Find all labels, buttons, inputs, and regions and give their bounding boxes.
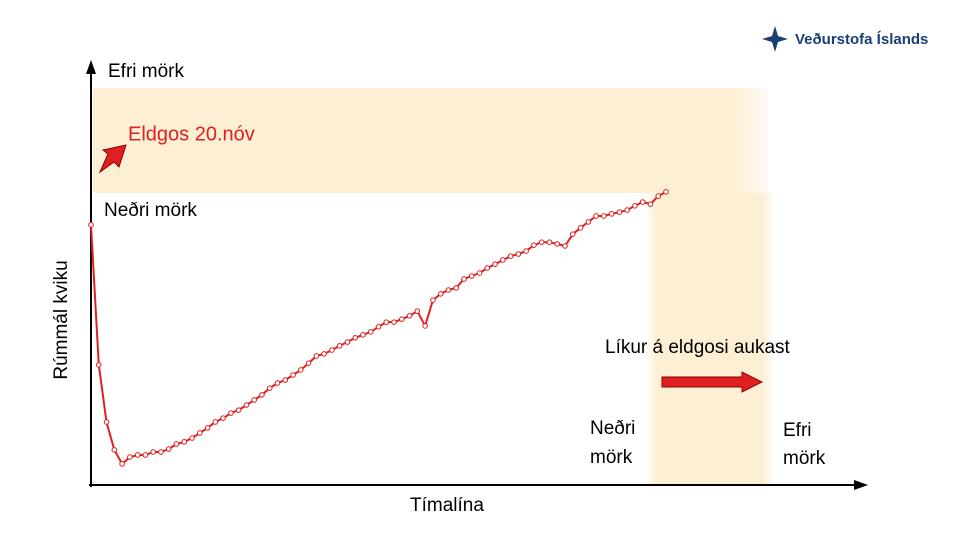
data-point bbox=[624, 207, 630, 213]
data-point bbox=[235, 407, 242, 413]
data-point bbox=[305, 360, 312, 366]
data-point bbox=[538, 239, 545, 245]
data-point bbox=[344, 339, 351, 345]
data-point bbox=[111, 447, 118, 453]
data-point bbox=[142, 452, 149, 458]
data-point bbox=[562, 243, 568, 249]
data-point bbox=[515, 251, 522, 257]
data-point bbox=[103, 419, 110, 425]
data-point bbox=[352, 334, 358, 341]
data-point bbox=[127, 454, 133, 460]
data-point bbox=[445, 287, 452, 293]
data-point bbox=[274, 380, 281, 386]
data-point bbox=[228, 410, 234, 416]
upper-band bbox=[93, 88, 768, 193]
x-axis-arrow bbox=[854, 480, 868, 490]
data-point bbox=[329, 347, 335, 353]
data-point bbox=[531, 242, 537, 248]
y-axis-label: Rúmmál kviku bbox=[51, 260, 72, 379]
data-point bbox=[468, 273, 475, 279]
data-point bbox=[212, 419, 219, 425]
data-point bbox=[173, 441, 180, 447]
data-point bbox=[523, 248, 529, 254]
time-upper-label: mörk bbox=[783, 448, 826, 469]
likelihood-arrow bbox=[661, 371, 764, 393]
data-point bbox=[422, 323, 428, 329]
upper-limit-label: Efri mörk bbox=[108, 61, 185, 82]
data-point bbox=[375, 323, 382, 330]
data-point bbox=[655, 193, 662, 199]
data-point bbox=[453, 285, 460, 291]
data-point bbox=[430, 297, 436, 303]
data-point bbox=[639, 199, 646, 205]
data-point bbox=[367, 329, 374, 335]
data-point bbox=[134, 452, 141, 458]
data-point bbox=[492, 261, 498, 267]
data-point bbox=[181, 439, 188, 445]
data-point bbox=[414, 308, 421, 314]
logo-text: Veðurstofa Íslands bbox=[795, 31, 928, 48]
data-point bbox=[484, 265, 491, 271]
data-point bbox=[88, 222, 94, 228]
data-point bbox=[158, 449, 164, 455]
data-point bbox=[647, 201, 654, 207]
logo: Veðurstofa Íslands bbox=[762, 26, 928, 52]
data-point bbox=[616, 209, 623, 215]
likelihood-label: Líkur á eldgosi aukast bbox=[605, 337, 791, 358]
data-point bbox=[601, 213, 607, 219]
lower-limit-label: Neðri mörk bbox=[104, 200, 197, 221]
data-point bbox=[336, 343, 343, 349]
data-point bbox=[577, 225, 584, 231]
data-point bbox=[282, 377, 289, 383]
data-point bbox=[204, 425, 211, 431]
data-point bbox=[554, 241, 561, 247]
data-point bbox=[383, 319, 390, 325]
data-point bbox=[266, 385, 273, 391]
data-point bbox=[243, 402, 250, 408]
data-point bbox=[476, 270, 483, 276]
eruption-label: Eldgos 20.nóv bbox=[128, 123, 255, 145]
data-point bbox=[399, 316, 405, 322]
data-point bbox=[507, 253, 514, 259]
data-point bbox=[632, 203, 638, 209]
data-point bbox=[150, 449, 156, 455]
data-point bbox=[360, 332, 366, 338]
data-point bbox=[313, 353, 320, 359]
data-point bbox=[546, 239, 553, 245]
data-point bbox=[663, 189, 669, 195]
data-point bbox=[593, 213, 599, 219]
time-band bbox=[648, 193, 772, 485]
data-point bbox=[500, 257, 506, 263]
data-point bbox=[196, 430, 203, 436]
data-point bbox=[119, 461, 125, 467]
data-point bbox=[321, 351, 327, 357]
data-point bbox=[406, 313, 413, 319]
logo-mark bbox=[762, 26, 788, 52]
data-point bbox=[585, 219, 592, 225]
data-point bbox=[608, 211, 615, 217]
data-point bbox=[290, 372, 296, 378]
y-axis-arrow bbox=[86, 60, 96, 74]
data-point bbox=[259, 392, 265, 398]
data-point bbox=[165, 446, 172, 452]
data-point bbox=[189, 435, 195, 441]
data-point bbox=[297, 367, 304, 373]
time-lower-label: mörk bbox=[590, 447, 633, 468]
time-lower-label: Neðri bbox=[590, 418, 635, 439]
eruption-arrow bbox=[98, 144, 127, 174]
time-upper-label: Efri bbox=[783, 420, 812, 441]
data-point bbox=[95, 362, 102, 368]
x-axis-label: Tímalína bbox=[410, 495, 484, 516]
data-point bbox=[437, 291, 444, 297]
data-point bbox=[461, 276, 467, 282]
data-point bbox=[569, 231, 576, 237]
data-point bbox=[220, 415, 226, 421]
data-point bbox=[391, 319, 397, 325]
data-point bbox=[251, 397, 257, 403]
